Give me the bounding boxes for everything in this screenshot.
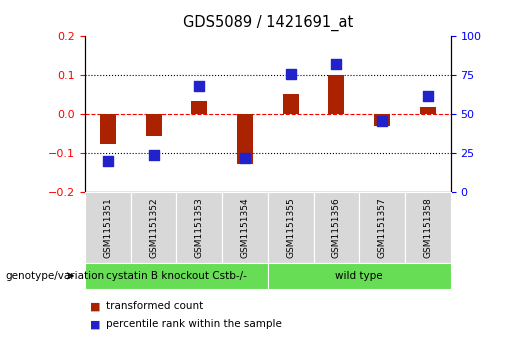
Text: cystatin B knockout Cstb-/-: cystatin B knockout Cstb-/- xyxy=(106,271,247,281)
Point xyxy=(241,155,249,161)
Text: GSM1151358: GSM1151358 xyxy=(423,197,432,258)
Point xyxy=(149,152,158,158)
Text: GSM1151354: GSM1151354 xyxy=(241,197,249,258)
Bar xyxy=(146,114,162,136)
Text: transformed count: transformed count xyxy=(106,301,203,311)
Text: GSM1151355: GSM1151355 xyxy=(286,197,295,258)
Text: percentile rank within the sample: percentile rank within the sample xyxy=(106,319,282,330)
Text: ■: ■ xyxy=(90,301,100,311)
Text: wild type: wild type xyxy=(335,271,383,281)
Bar xyxy=(100,114,116,144)
Text: GSM1151351: GSM1151351 xyxy=(104,197,112,258)
Bar xyxy=(374,114,390,126)
Point xyxy=(286,71,295,77)
Text: GSM1151352: GSM1151352 xyxy=(149,197,158,258)
Point xyxy=(424,93,432,98)
Text: GSM1151357: GSM1151357 xyxy=(377,197,387,258)
Point xyxy=(332,61,340,67)
Text: ■: ■ xyxy=(90,319,100,330)
Bar xyxy=(420,107,436,114)
Point xyxy=(195,83,203,89)
Text: GSM1151353: GSM1151353 xyxy=(195,197,204,258)
Bar xyxy=(329,74,345,114)
Text: genotype/variation: genotype/variation xyxy=(5,271,104,281)
Bar xyxy=(237,114,253,164)
Text: GDS5089 / 1421691_at: GDS5089 / 1421691_at xyxy=(183,15,353,31)
Bar xyxy=(191,102,207,114)
Point xyxy=(104,158,112,164)
Text: GSM1151356: GSM1151356 xyxy=(332,197,341,258)
Point xyxy=(378,118,386,123)
Bar xyxy=(283,94,299,114)
